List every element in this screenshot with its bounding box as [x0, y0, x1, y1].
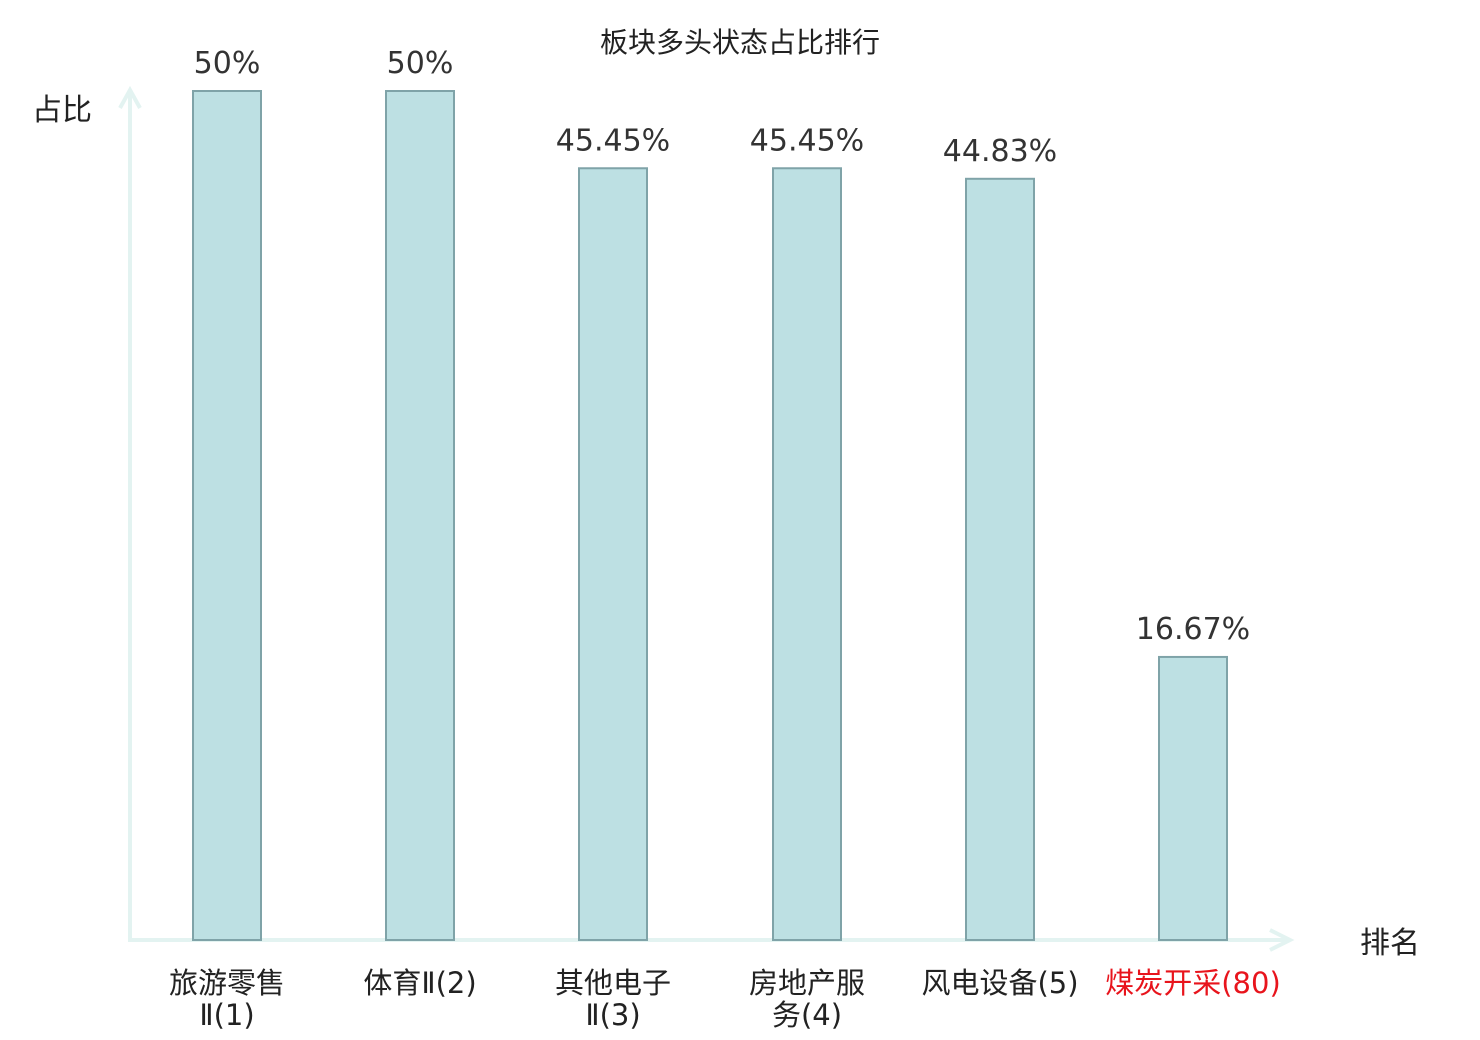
bars-group [193, 91, 1227, 940]
x-tick-label-2: 体育Ⅱ(2) [363, 966, 476, 1000]
bar-1 [193, 91, 261, 940]
x-tick-label-3: 其他电子 Ⅱ(3) [555, 966, 671, 1032]
x-axis-label: 排名 [1360, 926, 1420, 961]
bar-4 [773, 168, 841, 940]
x-tick-label-6: 煤炭开采(80) [1105, 966, 1281, 1000]
value-label-5: 44.83% [943, 134, 1057, 169]
x-tick-label-1: 旅游零售 Ⅱ(1) [169, 966, 285, 1032]
value-labels-group: 50% 50% 45.45% 45.45% 44.83% 16.67% [194, 46, 1251, 647]
y-axis-label: 占比 [32, 93, 92, 128]
value-label-4: 45.45% [750, 123, 864, 158]
bar-6 [1159, 657, 1227, 940]
x-tick-label-4: 房地产服务(4) [749, 966, 865, 1032]
value-label-1: 50% [194, 46, 261, 81]
bar-3 [579, 168, 647, 940]
bar-2 [386, 91, 454, 940]
value-label-6: 16.67% [1136, 612, 1250, 647]
chart-title: 板块多头状态占比排行 [600, 26, 880, 59]
value-label-3: 45.45% [556, 123, 670, 158]
axes [120, 90, 1290, 950]
tick-labels-group: 旅游零售 Ⅱ(1) 体育Ⅱ(2) 其他电子 Ⅱ(3) 房地产服务(4) 风电设备(5) 煤炭开… [169, 966, 1281, 1032]
x-tick-label-5: 风电设备(5) [921, 966, 1078, 1000]
value-label-2: 50% [387, 46, 454, 81]
bar-5 [966, 179, 1034, 940]
